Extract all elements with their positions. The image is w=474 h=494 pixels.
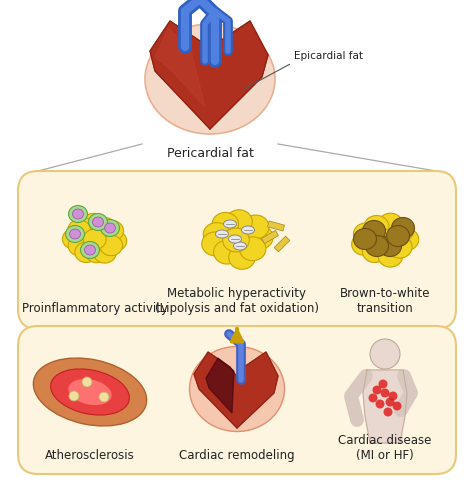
Ellipse shape xyxy=(362,241,387,262)
Ellipse shape xyxy=(84,245,95,255)
Polygon shape xyxy=(206,358,234,413)
Text: Atherosclerosis: Atherosclerosis xyxy=(45,449,135,462)
Ellipse shape xyxy=(70,229,81,239)
Circle shape xyxy=(82,377,92,387)
Ellipse shape xyxy=(63,229,85,249)
Circle shape xyxy=(379,379,388,388)
Ellipse shape xyxy=(224,220,237,228)
Polygon shape xyxy=(267,221,284,231)
Ellipse shape xyxy=(73,209,83,219)
Circle shape xyxy=(375,400,384,409)
Polygon shape xyxy=(274,236,290,252)
Ellipse shape xyxy=(104,223,116,233)
Ellipse shape xyxy=(354,223,378,245)
FancyBboxPatch shape xyxy=(18,326,456,474)
Ellipse shape xyxy=(363,220,385,242)
Ellipse shape xyxy=(228,246,255,269)
Ellipse shape xyxy=(83,229,106,249)
Ellipse shape xyxy=(93,217,116,238)
Circle shape xyxy=(381,388,390,398)
Ellipse shape xyxy=(387,236,412,258)
Text: Brown-to-white
transition: Brown-to-white transition xyxy=(340,287,430,315)
Circle shape xyxy=(99,392,109,402)
Ellipse shape xyxy=(379,236,401,256)
Ellipse shape xyxy=(68,220,91,240)
Ellipse shape xyxy=(364,215,389,238)
Ellipse shape xyxy=(378,213,403,235)
Ellipse shape xyxy=(372,229,396,251)
Polygon shape xyxy=(155,29,205,107)
Circle shape xyxy=(370,339,400,369)
Ellipse shape xyxy=(246,225,273,249)
Ellipse shape xyxy=(352,233,376,255)
Circle shape xyxy=(383,408,392,416)
Ellipse shape xyxy=(33,358,146,426)
Ellipse shape xyxy=(386,225,410,247)
Ellipse shape xyxy=(100,219,119,237)
Ellipse shape xyxy=(203,223,230,247)
Ellipse shape xyxy=(228,235,241,243)
Circle shape xyxy=(385,398,394,407)
Ellipse shape xyxy=(68,236,91,256)
Ellipse shape xyxy=(365,236,389,256)
Polygon shape xyxy=(363,370,407,443)
Ellipse shape xyxy=(73,218,95,239)
Text: Epicardial fat: Epicardial fat xyxy=(294,51,363,61)
Ellipse shape xyxy=(241,226,255,234)
Ellipse shape xyxy=(89,213,108,231)
Text: Cardiac remodeling: Cardiac remodeling xyxy=(179,449,295,462)
Circle shape xyxy=(392,402,401,411)
Ellipse shape xyxy=(190,346,284,431)
Circle shape xyxy=(368,394,377,403)
Ellipse shape xyxy=(354,229,376,249)
Ellipse shape xyxy=(378,245,403,267)
Ellipse shape xyxy=(82,213,105,234)
Ellipse shape xyxy=(216,230,228,238)
Text: Metabolic hyperactivity
(Lipolysis and fat oxidation): Metabolic hyperactivity (Lipolysis and f… xyxy=(155,287,319,315)
Ellipse shape xyxy=(81,242,100,258)
Polygon shape xyxy=(262,230,278,244)
Ellipse shape xyxy=(226,210,252,234)
Ellipse shape xyxy=(239,237,266,261)
Text: Proinflammatory activity: Proinflammatory activity xyxy=(22,302,168,315)
Ellipse shape xyxy=(101,221,124,241)
Ellipse shape xyxy=(214,240,240,264)
Ellipse shape xyxy=(104,231,127,251)
Ellipse shape xyxy=(75,242,98,262)
Ellipse shape xyxy=(68,379,112,405)
Polygon shape xyxy=(150,21,268,129)
Ellipse shape xyxy=(223,228,249,252)
Ellipse shape xyxy=(100,235,122,256)
Ellipse shape xyxy=(392,217,414,239)
Ellipse shape xyxy=(202,232,228,256)
Ellipse shape xyxy=(51,369,129,415)
FancyBboxPatch shape xyxy=(18,171,456,329)
Ellipse shape xyxy=(65,225,84,243)
Ellipse shape xyxy=(212,212,238,236)
Ellipse shape xyxy=(389,219,414,242)
Ellipse shape xyxy=(234,242,246,250)
Circle shape xyxy=(389,392,398,401)
Ellipse shape xyxy=(69,206,88,222)
Ellipse shape xyxy=(93,243,116,263)
Circle shape xyxy=(373,385,382,395)
Ellipse shape xyxy=(145,24,275,134)
Ellipse shape xyxy=(394,228,419,250)
Ellipse shape xyxy=(92,217,103,227)
Circle shape xyxy=(69,391,79,401)
Text: Pericardial fat: Pericardial fat xyxy=(166,147,254,160)
Polygon shape xyxy=(194,352,278,428)
Ellipse shape xyxy=(242,215,269,239)
Ellipse shape xyxy=(85,243,108,263)
Text: Cardiac disease
(MI or HF): Cardiac disease (MI or HF) xyxy=(338,434,432,462)
